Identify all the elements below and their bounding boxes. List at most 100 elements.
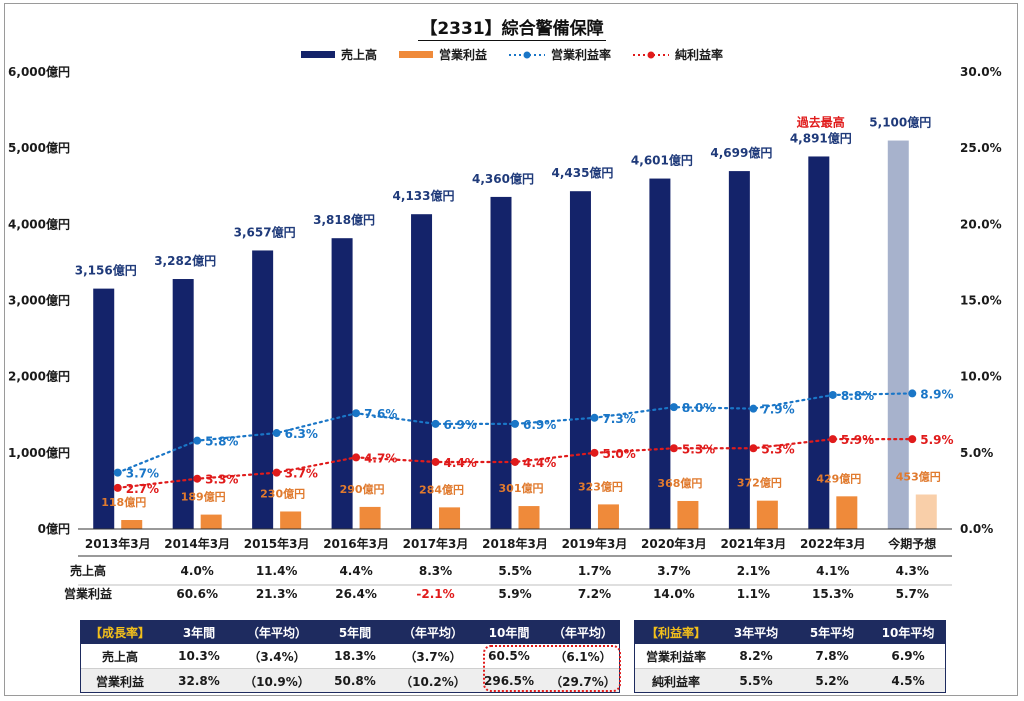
operating-profit-bar — [439, 507, 461, 529]
operating-margin-data-label: 8.9% — [920, 387, 953, 401]
growth-row-label: 売上高 — [70, 563, 106, 578]
table-cell: 6.9% — [870, 644, 946, 669]
operating-margin-point — [431, 419, 440, 428]
right-axis-tick-label: 5.0% — [960, 446, 993, 460]
operating-profit-bar — [280, 511, 302, 529]
growth-row-value: 26.4% — [335, 587, 377, 601]
table-cell: 8.2% — [718, 644, 794, 669]
growth-row-value: 5.7% — [896, 587, 929, 601]
table-cell: 純利益率 — [634, 668, 718, 693]
x-axis-category-label: 2016年3月 — [323, 536, 389, 551]
growth-row-value: 4.0% — [181, 564, 214, 578]
legend-item-sales: 売上高 — [300, 46, 377, 63]
operating-margin-point — [193, 436, 202, 445]
sales-bar — [411, 214, 433, 529]
growth-row-value: 15.3% — [812, 587, 854, 601]
growth-row-value: 2.1% — [737, 564, 770, 578]
operating-margin-data-label: 7.9% — [761, 403, 794, 417]
operating-profit-bar — [359, 506, 381, 529]
table-row: 営業利益率 8.2% 7.8% 6.9% — [634, 644, 946, 669]
legend: 売上高 営業利益 営業利益率 純利益率 — [0, 46, 1024, 63]
sales-data-label: 4,891億円 — [790, 130, 852, 145]
legend-label-sales: 売上高 — [340, 48, 377, 62]
right-axis-tick-label: 20.0% — [960, 217, 1002, 231]
growth-row-value: 21.3% — [256, 587, 298, 601]
sales-bar — [887, 140, 909, 530]
operating-margin-point — [352, 409, 361, 418]
net-margin-point — [511, 457, 519, 466]
net-margin-point — [749, 444, 758, 453]
table-cell: （10.9%） — [238, 668, 316, 693]
operating-margin-point — [113, 468, 122, 477]
table-cell: 18.3% — [316, 644, 394, 669]
net-margin-point — [352, 453, 361, 462]
table-cell: 5.2% — [794, 668, 870, 693]
sales-bar — [490, 196, 512, 529]
growth-table-header: 【成長率】 3年間 （年平均） 5年間 （年平均） 10年間 （年平均） — [80, 620, 620, 644]
operating-profit-data-label: 189億円 — [181, 490, 226, 504]
growth-row-value: 4.3% — [896, 564, 929, 578]
operating-profit-bar — [200, 514, 222, 529]
left-axis-tick-label: 2,000億円 — [8, 369, 70, 384]
operating-margin-point — [590, 413, 599, 422]
growth-header-cell: 【成長率】 — [80, 620, 160, 644]
table-cell: （6.1%） — [546, 644, 620, 669]
growth-header-cell: 3年間 — [160, 620, 238, 644]
net-margin-data-label: 5.9% — [841, 433, 874, 447]
table-cell: （3.7%） — [394, 644, 472, 669]
margin-header-cell: 10年平均 — [870, 620, 946, 644]
net-margin-point — [272, 468, 281, 477]
operating-margin-point — [511, 419, 519, 428]
table-cell: 売上高 — [80, 644, 160, 669]
operating-profit-data-label: 429億円 — [816, 471, 861, 485]
x-axis-category-label: 2018年3月 — [482, 536, 548, 551]
growth-rate-table: 【成長率】 3年間 （年平均） 5年間 （年平均） 10年間 （年平均） 売上高… — [80, 620, 620, 693]
margin-header-cell: 5年平均 — [794, 620, 870, 644]
operating-profit-bar — [597, 504, 619, 529]
sales-bar — [172, 279, 194, 529]
growth-header-cell: （年平均） — [394, 620, 472, 644]
net-margin-data-label: 5.3% — [761, 442, 794, 456]
operating-profit-data-label: 230億円 — [260, 486, 305, 500]
table-cell: 5.5% — [718, 668, 794, 693]
legend-item-operating-profit: 営業利益 — [398, 46, 487, 63]
left-axis-tick-label: 3,000億円 — [8, 293, 70, 308]
growth-row-value: 4.1% — [816, 564, 849, 578]
table-row: 売上高 10.3% （3.4%） 18.3% （3.7%） 60.5% （6.1… — [80, 644, 620, 669]
sales-bar — [569, 191, 591, 529]
operating-profit-data-label: 323億円 — [578, 479, 623, 493]
legend-label-operating-profit: 営業利益 — [438, 48, 487, 62]
table-cell: 50.8% — [316, 668, 394, 693]
sales-data-label: 4,601億円 — [631, 153, 693, 168]
sales-data-label: 3,657億円 — [234, 224, 296, 239]
sales-data-label: 4,360億円 — [472, 171, 534, 186]
right-axis-tick-label: 0.0% — [960, 522, 993, 536]
growth-header-cell: 10年間 — [472, 620, 546, 644]
sales-data-label: 4,435億円 — [551, 165, 613, 180]
legend-label-net-margin: 純利益率 — [675, 48, 724, 62]
net-margin-data-label: 4.4% — [523, 456, 556, 470]
operating-margin-point — [749, 404, 758, 413]
growth-row-value: 7.2% — [578, 587, 611, 601]
operating-profit-data-label: 118億円 — [101, 495, 146, 509]
legend-swatch-operating-profit — [398, 51, 433, 58]
operating-profit-bar — [121, 520, 143, 529]
x-axis-category-label: 2019年3月 — [562, 536, 628, 551]
sales-data-label: 5,100億円 — [869, 115, 931, 130]
right-axis-tick-label: 25.0% — [960, 141, 1002, 155]
growth-row-value: -2.1% — [416, 587, 454, 601]
table-cell: 営業利益率 — [634, 644, 718, 669]
net-margin-data-label: 5.3% — [682, 442, 715, 456]
sales-bar — [649, 178, 671, 529]
chart-plot: 0億円 1,000億円 2,000億円 3,000億円 4,000億円 5,000億円 6,… — [8, 64, 1002, 601]
net-margin-data-label: 5.0% — [602, 447, 635, 461]
growth-row-value: 1.7% — [578, 564, 611, 578]
operating-margin-point — [828, 390, 837, 399]
legend-label-operating-margin: 営業利益率 — [551, 48, 612, 62]
operating-profit-bar — [836, 496, 858, 529]
x-axis-category-label: 2022年3月 — [800, 536, 866, 551]
net-margin-line — [116, 438, 914, 489]
right-axis-tick-label: 10.0% — [960, 370, 1002, 384]
margin-table-header: 【利益率】 3年平均 5年平均 10年平均 — [634, 620, 946, 644]
sales-bar — [728, 171, 750, 529]
